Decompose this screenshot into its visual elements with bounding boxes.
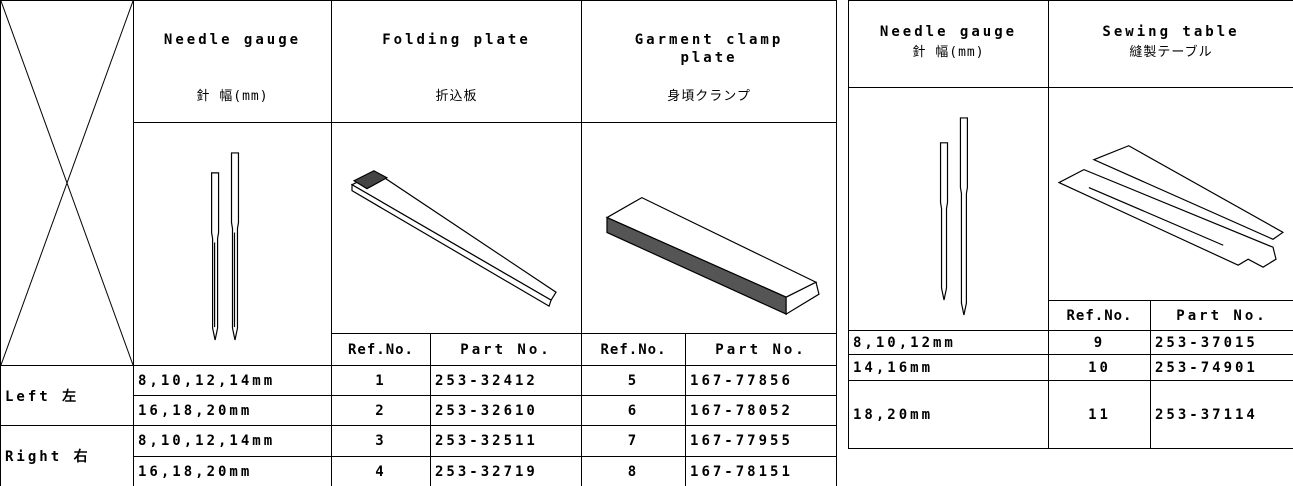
needles-illustration	[211, 152, 240, 341]
needle-image-cell	[133, 122, 332, 366]
data-cell: 253-32610	[429, 395, 583, 426]
data-cell: 8	[581, 456, 687, 486]
data-cell: 253-32412	[429, 365, 583, 396]
data-cell: 167-77955	[685, 425, 838, 457]
clamp-image-cell	[581, 122, 838, 334]
data-cell: 7	[581, 425, 687, 457]
header-en: Folding plate	[382, 32, 531, 48]
data-cell: 253-74901	[1150, 354, 1293, 381]
clamp-illustration	[605, 196, 820, 316]
header-cell: Sewing table 縫製テーブル	[1048, 0, 1293, 88]
data-cell: 11	[1048, 380, 1151, 449]
header-ja: 身頃クランプ	[667, 89, 751, 104]
data-row: 16,18,20mm 4 253-32719 8 167-78151	[1, 456, 838, 486]
data-cell: 3	[331, 425, 431, 457]
data-cell: 167-78151	[685, 456, 838, 486]
header-ja: 折込板	[435, 89, 478, 104]
header-cell: Folding plate 折込板	[330, 0, 583, 123]
folding-plate-illustration	[350, 170, 557, 308]
image-row	[1, 122, 838, 366]
folding-plate-image-cell	[330, 122, 583, 334]
header-en: Sewing table	[1102, 24, 1240, 40]
subheader-cell: Part No.	[1150, 300, 1293, 331]
right-table-body: 8,10,12mm 9 253-37015 14,16mm 10 253-74901 18,…	[848, 330, 1293, 449]
right-parts-table: Needle gauge 針 幅(mm) Sewing table 縫製テーブル R…	[848, 0, 1293, 449]
subheader-row: Ref.No. Part No.	[849, 300, 1293, 331]
data-cell: 253-37114	[1150, 380, 1293, 449]
image-row	[848, 87, 1293, 331]
header-cell: Needle gauge 針 幅(mm)	[133, 0, 332, 123]
header-cell: Garment clamp plate 身頃クランプ	[581, 0, 838, 123]
subheader-cell: Ref.No.	[581, 333, 687, 366]
header-row: Needle gauge 針 幅(mm) Sewing table 縫製テーブル	[848, 0, 1293, 88]
data-cell: 8,10,12,14mm	[133, 425, 332, 457]
header-en: Needle gauge	[879, 24, 1018, 40]
data-cell: 4	[331, 456, 431, 486]
header-ja: 縫製テーブル	[1129, 45, 1213, 60]
data-cell: 253-32719	[429, 456, 583, 486]
data-cell: 1	[331, 365, 431, 396]
header-en: Garment clamp plate	[634, 32, 784, 66]
data-row: Left 左 8,10,12,14mm 1 253-32412 5 167-77856	[0, 365, 838, 426]
group-label: Left 左	[0, 365, 134, 426]
subheader-cell: Ref.No.	[331, 333, 431, 366]
needle-image-cell	[848, 87, 1049, 331]
data-cell: 10	[1048, 354, 1151, 381]
header-ja: 針 幅(mm)	[196, 89, 269, 104]
data-row: 18,20mm 11 253-37114	[848, 380, 1293, 449]
data-row: 16,18,20mm 2 253-32610 6 167-78052	[1, 395, 838, 426]
data-row: Right 右 8,10,12,14mm 3 253-32511 7 167-77955	[0, 425, 838, 486]
data-cell: 167-77856	[685, 365, 838, 396]
header-en: Needle gauge	[163, 32, 302, 48]
subheader-cell: Ref.No.	[1048, 300, 1151, 331]
header-ja: 針 幅(mm)	[912, 45, 985, 60]
data-cell: 9	[1048, 330, 1151, 355]
sewing-table-image-cell	[1048, 87, 1293, 301]
data-cell: 5	[581, 365, 687, 396]
data-cell: 253-37015	[1150, 330, 1293, 355]
header-cell: Needle gauge 針 幅(mm)	[848, 0, 1049, 88]
data-cell: 8,10,12mm	[848, 330, 1049, 355]
data-row: 8,10,12mm 9 253-37015	[848, 330, 1293, 355]
subheader-cell: Part No.	[429, 333, 583, 366]
needles-illustration	[939, 117, 969, 316]
data-cell: 8,10,12,14mm	[133, 365, 332, 396]
data-cell: 14,16mm	[848, 354, 1049, 381]
crossed-cell	[0, 0, 134, 366]
data-cell: 2	[331, 395, 431, 426]
sewing-table-illustration	[1057, 145, 1285, 268]
cross	[1, 1, 133, 365]
data-row: 14,16mm 10 253-74901	[848, 354, 1293, 381]
data-cell: 167-78052	[685, 395, 838, 426]
data-cell: 16,18,20mm	[133, 395, 332, 426]
data-cell: 253-32511	[429, 425, 583, 457]
group-label: Right 右	[0, 425, 134, 486]
data-cell: 16,18,20mm	[133, 456, 332, 486]
left-parts-table: Needle gauge 針 幅(mm) Folding plate 折込板 Gar…	[0, 0, 838, 486]
left-table-body: Left 左 8,10,12,14mm 1 253-32412 5 167-77856 16…	[0, 365, 838, 486]
data-cell: 18,20mm	[848, 380, 1049, 449]
header-row: Needle gauge 針 幅(mm) Folding plate 折込板 Gar…	[0, 0, 838, 366]
data-cell: 6	[581, 395, 687, 426]
subheader-cell: Part No.	[685, 333, 838, 366]
